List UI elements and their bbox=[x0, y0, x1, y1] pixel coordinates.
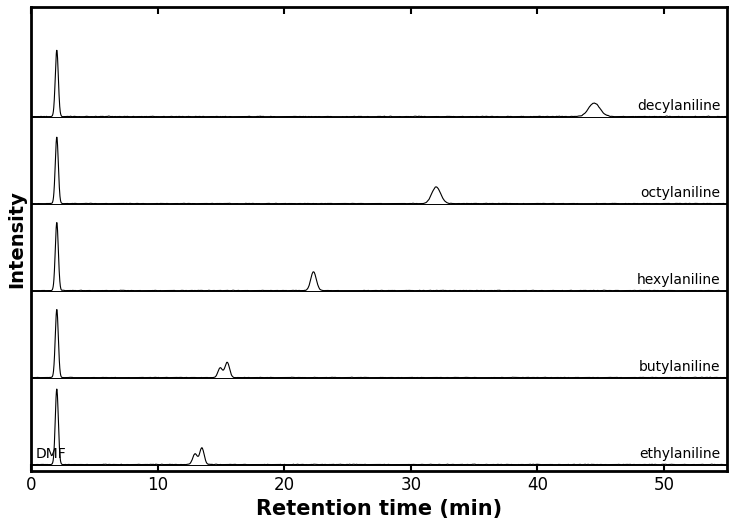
Text: DMF: DMF bbox=[35, 447, 66, 461]
Y-axis label: Intensity: Intensity bbox=[7, 190, 26, 288]
X-axis label: Retention time (min): Retention time (min) bbox=[256, 499, 502, 519]
Text: ethylaniline: ethylaniline bbox=[639, 447, 721, 461]
Text: butylaniline: butylaniline bbox=[639, 360, 721, 374]
Text: hexylaniline: hexylaniline bbox=[637, 273, 721, 287]
Text: octylaniline: octylaniline bbox=[641, 186, 721, 200]
Text: decylaniline: decylaniline bbox=[637, 99, 721, 113]
